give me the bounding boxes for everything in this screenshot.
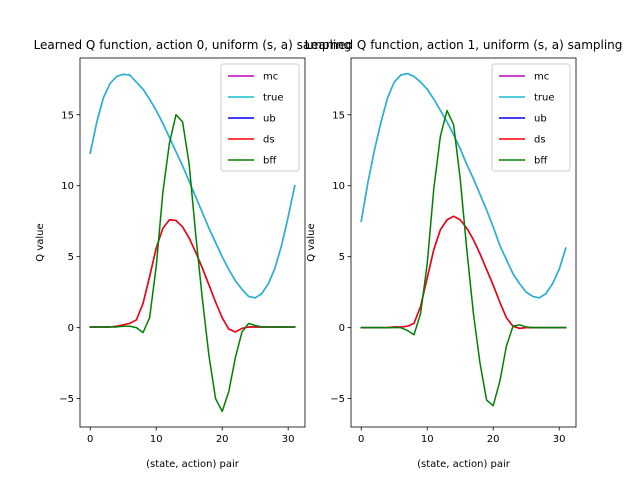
series-line-bff bbox=[360, 109, 567, 407]
y-tick-label: 10 bbox=[61, 181, 74, 192]
chart-title: Learned Q function, action 1, uniform (s… bbox=[305, 38, 623, 52]
legend-label-ub: ub bbox=[534, 114, 547, 125]
series-line-true bbox=[360, 72, 567, 299]
legend-label-ds: ds bbox=[263, 135, 275, 146]
series-lines bbox=[360, 72, 567, 407]
x-tick-label: 10 bbox=[421, 434, 434, 445]
y-tick-label: 10 bbox=[332, 181, 345, 192]
legend-label-ds: ds bbox=[534, 135, 546, 146]
legend-label-bff: bff bbox=[263, 156, 277, 167]
series-line-bff bbox=[89, 114, 296, 413]
axes-frame bbox=[79, 57, 306, 428]
legend-label-true: true bbox=[263, 93, 284, 104]
x-tick-label: 10 bbox=[150, 434, 163, 445]
y-tick-label: 5 bbox=[68, 252, 74, 263]
y-tick-label: 5 bbox=[339, 252, 345, 263]
legend-label-mc: mc bbox=[263, 72, 278, 83]
x-tick-label: 20 bbox=[487, 434, 500, 445]
x-tick-label: 20 bbox=[216, 434, 229, 445]
x-tick-label: 30 bbox=[282, 434, 295, 445]
y-tick-label: 15 bbox=[61, 110, 74, 121]
legend-label-mc: mc bbox=[534, 72, 549, 83]
legend-box bbox=[220, 63, 300, 172]
chart-panel-1: 0 10 20 30 −5 0 5 10 15 (state, action) pair Q val… bbox=[34, 38, 352, 470]
y-tick-label: 15 bbox=[332, 110, 345, 121]
axes-frame bbox=[350, 57, 577, 428]
series-lines bbox=[89, 73, 296, 413]
series-line-true bbox=[89, 73, 296, 299]
legend-label-true: true bbox=[534, 93, 555, 104]
legend-label-bff: bff bbox=[534, 156, 548, 167]
chart-panels: 0 10 20 30 −5 0 5 10 15 (state, action) pair Q val… bbox=[34, 38, 623, 470]
x-axis-label: (state, action) pair bbox=[417, 459, 511, 470]
y-tick-label: −5 bbox=[330, 394, 345, 405]
x-axis-label: (state, action) pair bbox=[146, 459, 240, 470]
legend-label-ub: ub bbox=[263, 114, 276, 125]
chart-panel-2: 0 10 20 30 −5 0 5 10 15 (state, action) pair Q val… bbox=[305, 38, 623, 470]
y-tick-label: 0 bbox=[68, 323, 74, 334]
y-tick-label: 0 bbox=[339, 323, 345, 334]
y-tick-label: −5 bbox=[59, 394, 74, 405]
y-axis-label: Q value bbox=[306, 223, 317, 261]
x-tick-label: 30 bbox=[553, 434, 566, 445]
x-tick-label: 0 bbox=[358, 434, 364, 445]
chart-title: Learned Q function, action 0, uniform (s… bbox=[34, 38, 352, 52]
x-tick-label: 0 bbox=[87, 434, 93, 445]
y-axis-label: Q value bbox=[35, 223, 46, 261]
legend-box bbox=[491, 63, 571, 172]
